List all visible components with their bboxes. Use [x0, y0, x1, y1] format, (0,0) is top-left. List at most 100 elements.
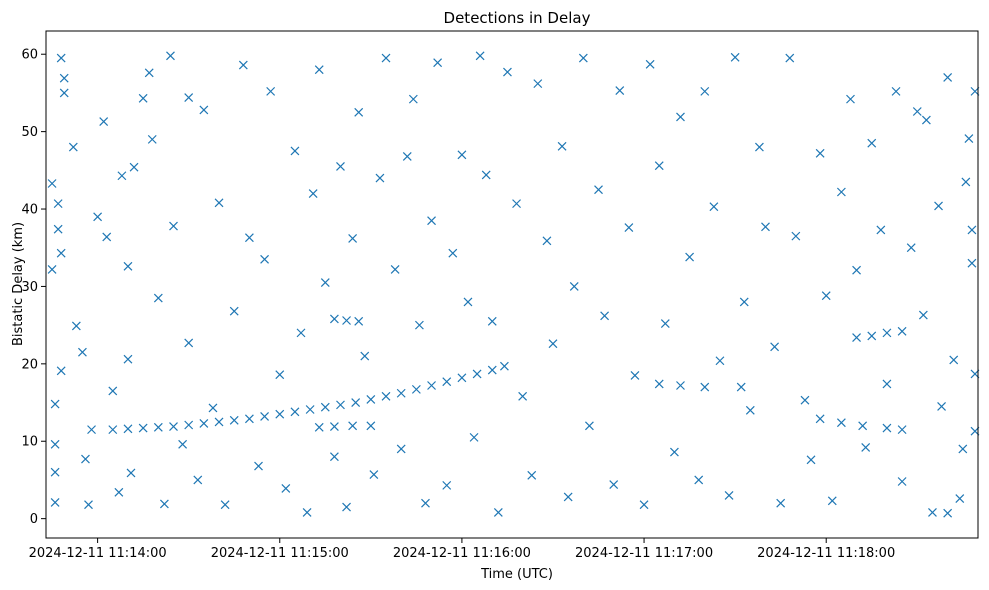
data-point: [421, 498, 430, 508]
x-axis-label: Time (UTC): [480, 567, 553, 582]
data-point: [320, 278, 330, 287]
data-point: [967, 225, 977, 235]
data-point: [351, 398, 361, 407]
data-point: [858, 421, 868, 431]
data-point: [897, 425, 907, 435]
data-point: [469, 432, 479, 442]
data-point: [56, 366, 66, 376]
data-point: [260, 254, 270, 264]
data-point: [584, 421, 594, 431]
data-point: [943, 508, 953, 518]
x-tick-label: 2024-12-11 11:18:00: [757, 546, 895, 561]
data-point: [669, 447, 679, 457]
x-tick-label: 2024-12-11 11:14:00: [29, 546, 167, 561]
data-point: [275, 409, 285, 419]
data-point: [169, 221, 178, 231]
data-point: [348, 234, 358, 243]
data-point: [408, 94, 418, 104]
data-point: [961, 177, 971, 187]
data-point: [290, 146, 300, 156]
data-point: [487, 365, 497, 375]
data-point: [47, 179, 57, 188]
data-point: [53, 199, 63, 209]
data-point: [159, 499, 169, 509]
data-point: [296, 328, 306, 338]
data-point: [427, 216, 436, 226]
data-point: [56, 53, 66, 63]
data-point: [761, 222, 770, 232]
data-point: [694, 475, 704, 485]
data-point: [342, 502, 351, 512]
data-point: [275, 370, 285, 380]
y-tick-label: 10: [21, 435, 38, 450]
data-point: [229, 415, 239, 425]
data-point: [472, 369, 482, 379]
data-point: [102, 232, 112, 242]
data-point: [302, 508, 312, 517]
data-point: [846, 94, 855, 104]
data-point: [815, 148, 825, 158]
data-point: [214, 417, 224, 427]
data-point: [770, 342, 780, 352]
data-point: [381, 53, 391, 63]
data-point: [87, 425, 96, 435]
data-point: [390, 264, 400, 274]
data-point: [53, 224, 63, 234]
data-point: [955, 494, 965, 503]
data-point: [457, 373, 467, 383]
data-point: [329, 452, 339, 462]
data-point: [320, 402, 330, 412]
data-point: [266, 86, 276, 96]
data-point: [654, 379, 664, 389]
y-tick-label: 40: [21, 203, 38, 218]
data-point: [50, 497, 60, 507]
data-point: [369, 470, 379, 479]
data-point: [876, 225, 886, 235]
data-point: [199, 105, 209, 115]
x-tick-label: 2024-12-11 11:17:00: [575, 546, 713, 561]
data-point: [487, 316, 497, 326]
data-point: [937, 401, 946, 411]
data-point: [800, 395, 810, 405]
data-point: [548, 339, 558, 349]
data-point: [594, 185, 603, 195]
x-tick-label: 2024-12-11 11:16:00: [393, 546, 531, 561]
y-tick-label: 0: [30, 512, 38, 527]
data-point: [754, 142, 764, 152]
data-point: [499, 361, 509, 371]
data-point: [791, 231, 801, 241]
data-point: [964, 134, 974, 144]
data-point: [381, 391, 391, 401]
data-point: [867, 138, 877, 148]
data-point: [108, 425, 118, 435]
data-point: [354, 107, 364, 117]
data-point: [958, 444, 968, 454]
data-point: [639, 500, 649, 510]
data-point: [724, 491, 734, 500]
data-point: [184, 338, 194, 348]
data-point: [238, 60, 248, 70]
data-point: [375, 173, 385, 183]
data-point: [329, 422, 339, 431]
data-point: [852, 265, 861, 275]
data-point: [354, 316, 364, 326]
data-point: [47, 264, 57, 274]
data-point: [214, 198, 224, 208]
data-point: [244, 233, 254, 243]
data-point: [71, 321, 81, 331]
data-point: [442, 480, 452, 490]
data-point: [645, 59, 655, 69]
data-point: [184, 420, 194, 430]
y-tick-label: 30: [21, 280, 38, 295]
data-point: [123, 424, 133, 434]
data-point: [815, 414, 825, 424]
data-point: [949, 355, 959, 365]
data-point: [882, 423, 892, 433]
data-point: [891, 86, 901, 96]
data-point: [481, 170, 491, 180]
data-point: [68, 142, 78, 152]
data-point: [342, 316, 351, 325]
data-point: [715, 356, 725, 366]
data-point: [557, 141, 567, 151]
